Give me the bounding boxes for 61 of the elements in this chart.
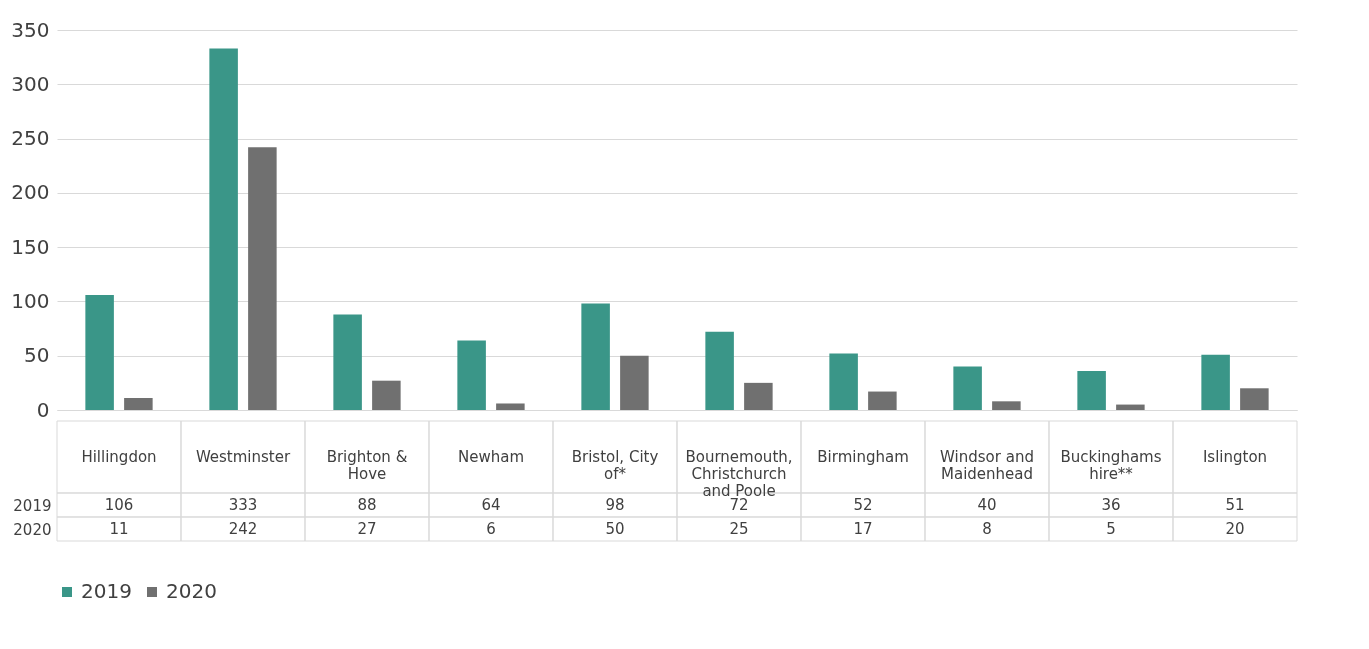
bar bbox=[620, 355, 649, 410]
data-label: 8 bbox=[982, 520, 992, 538]
data-label: 106 bbox=[104, 496, 134, 514]
x-tick-label: Westminster bbox=[195, 448, 291, 466]
data-label: 50 bbox=[605, 520, 625, 538]
x-tick-label: Brighton & Hove bbox=[326, 448, 408, 483]
data-label: 40 bbox=[977, 496, 997, 514]
bar bbox=[1077, 370, 1106, 410]
y-tick-label: 300 bbox=[11, 71, 50, 96]
text: 2020 bbox=[13, 520, 52, 539]
data-label: 98 bbox=[605, 496, 625, 514]
bar bbox=[1116, 404, 1145, 410]
x-tick-label: Windsor and Maidenhead bbox=[940, 448, 1034, 483]
data-label: 20 bbox=[1225, 520, 1245, 538]
data-label: 242 bbox=[228, 520, 258, 538]
x-tick-label: Bristol, City of* bbox=[571, 448, 659, 483]
bar bbox=[496, 403, 525, 410]
legend-label: 2019 bbox=[81, 579, 132, 603]
data-label: 88 bbox=[357, 496, 377, 514]
x-tick-label: Buckinghamshire** bbox=[1060, 448, 1162, 483]
bar bbox=[705, 331, 734, 410]
y-tick-label: 350 bbox=[11, 17, 50, 42]
data-label: 72 bbox=[729, 496, 749, 514]
bar bbox=[124, 398, 153, 410]
bar bbox=[1240, 388, 1269, 410]
bar bbox=[953, 366, 982, 410]
x-tick-label: Birmingham bbox=[817, 448, 909, 466]
y-tick-label: 250 bbox=[11, 126, 50, 151]
data-label: 6 bbox=[486, 520, 496, 538]
data-label: 333 bbox=[228, 496, 258, 514]
bar bbox=[744, 382, 773, 410]
bar bbox=[85, 294, 114, 410]
data-label: 25 bbox=[729, 520, 749, 538]
data-label: 27 bbox=[357, 520, 377, 538]
y-tick-label: 0 bbox=[36, 397, 50, 422]
bar bbox=[209, 48, 238, 410]
y-tick-label: 150 bbox=[11, 234, 50, 259]
data-label: 36 bbox=[1101, 496, 1121, 514]
data-label: 11 bbox=[109, 520, 129, 538]
bar bbox=[248, 147, 277, 410]
data-label: 52 bbox=[853, 496, 873, 514]
bar bbox=[372, 380, 401, 410]
x-tick-label: Newham bbox=[457, 448, 525, 466]
bar bbox=[868, 391, 897, 410]
data-label: 5 bbox=[1106, 520, 1116, 538]
y-tick-label: 100 bbox=[11, 288, 50, 313]
bar bbox=[1201, 354, 1230, 410]
bar bbox=[581, 303, 610, 410]
x-tick-label: Hillingdon bbox=[81, 448, 157, 466]
bar bbox=[829, 353, 858, 410]
data-label: 51 bbox=[1225, 496, 1245, 514]
data-label: 64 bbox=[481, 496, 501, 514]
text: 2019 bbox=[13, 496, 52, 515]
y-tick-label: 50 bbox=[24, 343, 50, 368]
bar bbox=[457, 340, 486, 410]
y-tick-label: 200 bbox=[11, 180, 50, 205]
x-tick-label: Islington bbox=[1202, 448, 1268, 466]
bar bbox=[333, 314, 362, 410]
legend-label: 2020 bbox=[166, 579, 217, 603]
data-label: 17 bbox=[853, 520, 873, 538]
bar bbox=[992, 401, 1021, 410]
